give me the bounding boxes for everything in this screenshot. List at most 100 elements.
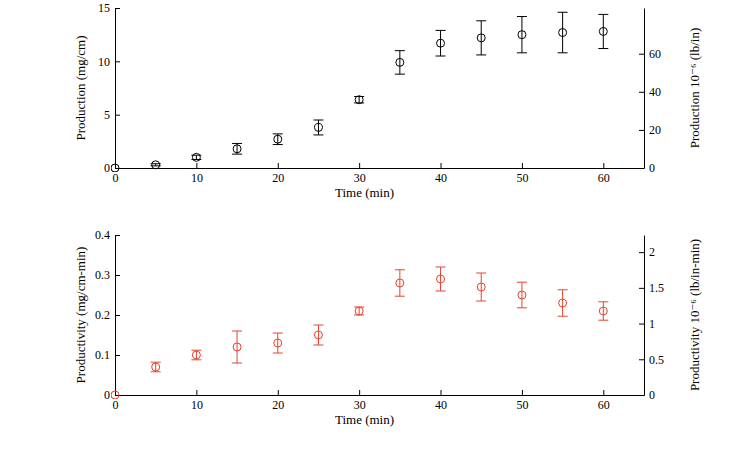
marker [192,153,200,161]
error-bar-cap [598,320,608,321]
y-axis-tick: 0 [104,388,120,402]
x-axis-tick-mark [522,390,523,395]
y-axis-tick-label: 0.1 [95,348,110,362]
x-axis-tick-mark [196,163,197,168]
error-bar-cap [232,331,242,332]
marker [355,96,363,104]
y-axis-tick-mark [115,315,120,316]
x-axis-tick-label: 50 [516,398,528,412]
error-bar [354,97,364,103]
y-axis-tick-label: 10 [98,55,110,69]
error-bar-cap [273,333,283,334]
y-axis-title: Productivity (mg/cm-min) [73,247,88,384]
error-bar [313,120,323,135]
error-bar-stem [440,30,441,56]
y2-axis-tick-label: 0.5 [649,353,664,367]
error-bar-cap [313,345,323,346]
error-bar-stem [359,97,360,103]
marker [314,331,322,339]
y-axis-tick: 0 [104,161,120,175]
error-bar-cap [517,282,527,283]
plot-area [111,267,608,399]
error-bar [517,282,527,308]
y-axis-tick: 5 [104,108,120,122]
error-bar-cap [273,133,283,134]
error-bar-cap [395,269,405,270]
error-bar [313,325,323,345]
marker [477,283,485,291]
error-bar-stem [440,267,441,291]
x-axis-tick: 60 [598,390,610,412]
error-bar [476,21,486,55]
x-axis-tick-label: 30 [354,171,366,185]
y-axis-tick-label: 0.3 [95,268,110,282]
x-axis-tick-label: 10 [191,398,203,412]
x-axis-tick: 40 [435,390,447,412]
error-bar-stem [155,362,156,372]
y2-axis-tick: 60 [639,47,661,61]
error-bar [558,12,568,53]
error-bar-stem [481,21,482,55]
error-bar-stem [521,282,522,308]
y2-axis-tick-mark [639,324,644,325]
y2-axis-tick: 20 [639,123,661,137]
marker [233,343,241,351]
marker [437,39,445,47]
error-bar-cap [476,54,486,55]
error-bar [436,267,446,291]
marker [477,34,485,42]
marker [314,123,322,131]
error-bar-stem [359,307,360,315]
y-axis-tick-mark [115,61,120,62]
error-bar-stem [237,331,238,363]
plot-area [111,12,608,172]
error-bar [558,290,568,316]
error-bar [598,302,608,320]
y-axis-tick-mark [115,8,120,9]
error-bar [191,350,201,360]
error-bar-stem [521,17,522,53]
error-bar-cap [476,20,486,21]
y-axis: 0 5 10 15 [98,1,120,175]
y2-axis-tick-label: 60 [649,47,661,61]
x-axis-tick: 40 [435,163,447,185]
x-axis-tick: 10 [191,390,203,412]
y-axis-title: Production (mg/cm) [73,35,88,140]
error-bar-cap [476,273,486,274]
error-bar-cap [558,316,568,317]
x-axis: 0102030405060 [113,163,645,185]
x-axis-tick-label: 10 [191,171,203,185]
y2-axis-tick-label: 1 [649,317,655,331]
panel: 010203040506000.10.20.30.400.511.52Time … [73,228,702,427]
x-axis-tick-label: 60 [598,398,610,412]
x-axis-tick: 20 [272,390,284,412]
error-bar-stem [562,12,563,53]
figure: 01020304050600510150204060Time (min)Prod… [0,0,750,450]
panel: 01020304050600510150204060Time (min)Prod… [73,1,702,200]
y2-axis-tick: 2 [639,245,655,259]
marker [274,339,282,347]
error-bar-cap [476,301,486,302]
error-bar [232,143,242,154]
x-axis-tick: 50 [516,163,528,185]
y2-axis-tick-mark [639,359,644,360]
error-bar-cap [313,325,323,326]
y2-axis-tick-mark [639,395,644,396]
x-axis-line [116,395,645,396]
y-axis-tick-label: 15 [98,1,110,15]
y-axis-tick-label: 0 [104,388,110,402]
y-axis-tick: 0.3 [95,268,120,282]
x-axis-tick: 20 [272,163,284,185]
marker [355,307,363,315]
error-bar [273,333,283,353]
y2-axis-tick-mark [639,168,644,169]
y-axis: 00.10.20.30.4 [95,228,120,402]
x-axis-tick: 30 [354,390,366,412]
y2-axis-tick-mark [639,130,644,131]
x-axis-tick-label: 40 [435,398,447,412]
error-bar-stem [399,51,400,74]
y2-axis-title: Production 10⁻⁶ (lb/in) [687,28,702,148]
x-axis-tick-mark [278,163,279,168]
x-axis-tick-label: 40 [435,171,447,185]
marker [152,363,160,371]
